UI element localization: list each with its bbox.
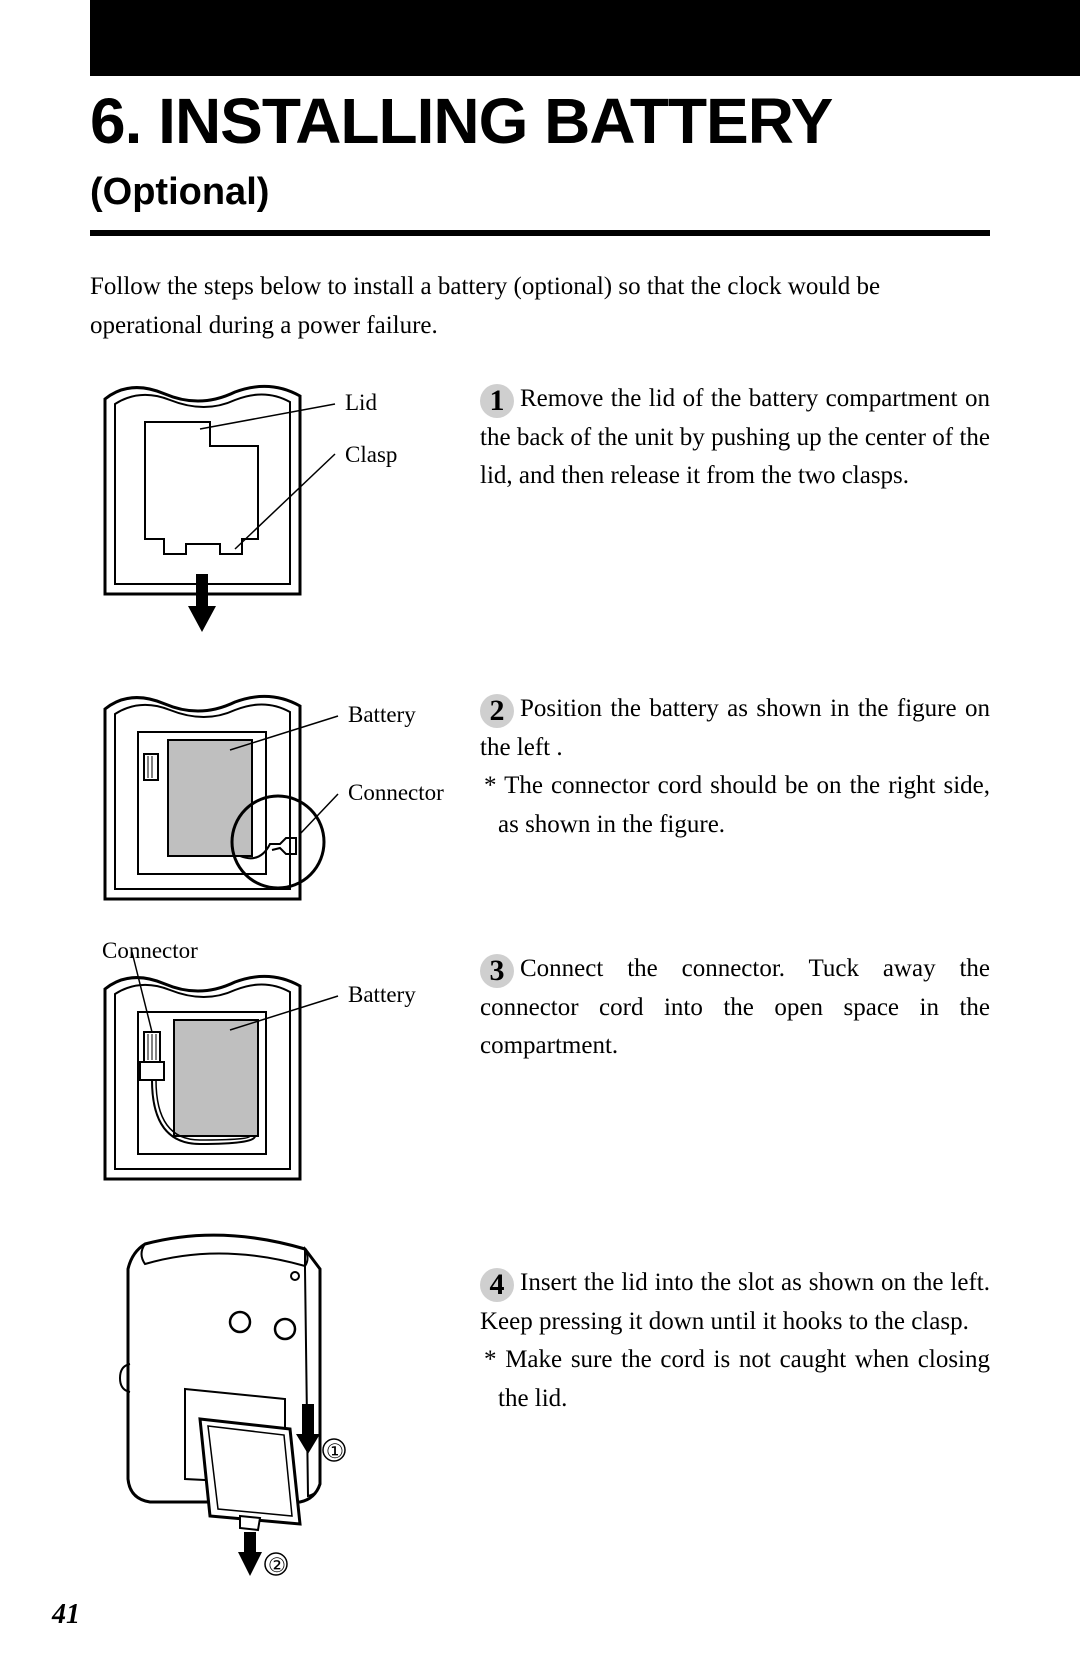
step-4-text: 4Insert the lid into the slot as shown o… <box>480 1264 990 1342</box>
diagram-1 <box>90 374 390 654</box>
intro-text: Follow the steps below to install a batt… <box>90 268 990 346</box>
step-2-note: * The connector cord should be on the ri… <box>480 767 990 845</box>
step-1-row: Lid Clasp 1Remove the lid of the battery… <box>90 374 990 654</box>
callout-connector-top: Connector <box>102 938 198 964</box>
callout-circled-1: ① <box>326 1439 344 1464</box>
step-1-text: 1Remove the lid of the battery compartme… <box>480 380 990 496</box>
header-black-bar <box>90 0 1080 76</box>
title-optional: (Optional) <box>90 171 269 213</box>
step-2-row: Battery Connector 2Position the battery … <box>90 684 990 914</box>
section-title: 6. INSTALLING BATTERY (Optional) <box>90 76 990 236</box>
diagram-4 <box>90 1224 410 1584</box>
step-4-note: * Make sure the cord is not caught when … <box>480 1341 990 1419</box>
page-number: 41 <box>52 1599 80 1631</box>
step-4-badge: 4 <box>480 1268 514 1302</box>
title-main: INSTALLING BATTERY <box>158 85 831 157</box>
step-2-badge: 2 <box>480 694 514 728</box>
callout-lid: Lid <box>345 390 377 416</box>
title-number: 6. <box>90 85 141 157</box>
callout-circled-2: ② <box>268 1553 286 1578</box>
step-3-row: Connector <box>90 944 990 1194</box>
step-3-badge: 3 <box>480 954 514 988</box>
callout-battery: Battery <box>348 702 416 728</box>
callout-battery-2: Battery <box>348 982 416 1008</box>
callout-clasp: Clasp <box>345 442 397 468</box>
step-4-row: ① ② 4Insert the lid into the slot as sho… <box>90 1224 990 1584</box>
callout-connector: Connector <box>348 780 444 806</box>
step-1-badge: 1 <box>480 384 514 418</box>
step-2-text: 2Position the battery as shown in the fi… <box>480 690 990 768</box>
step-3-text: 3Connect the connector. Tuck away the co… <box>480 950 990 1066</box>
